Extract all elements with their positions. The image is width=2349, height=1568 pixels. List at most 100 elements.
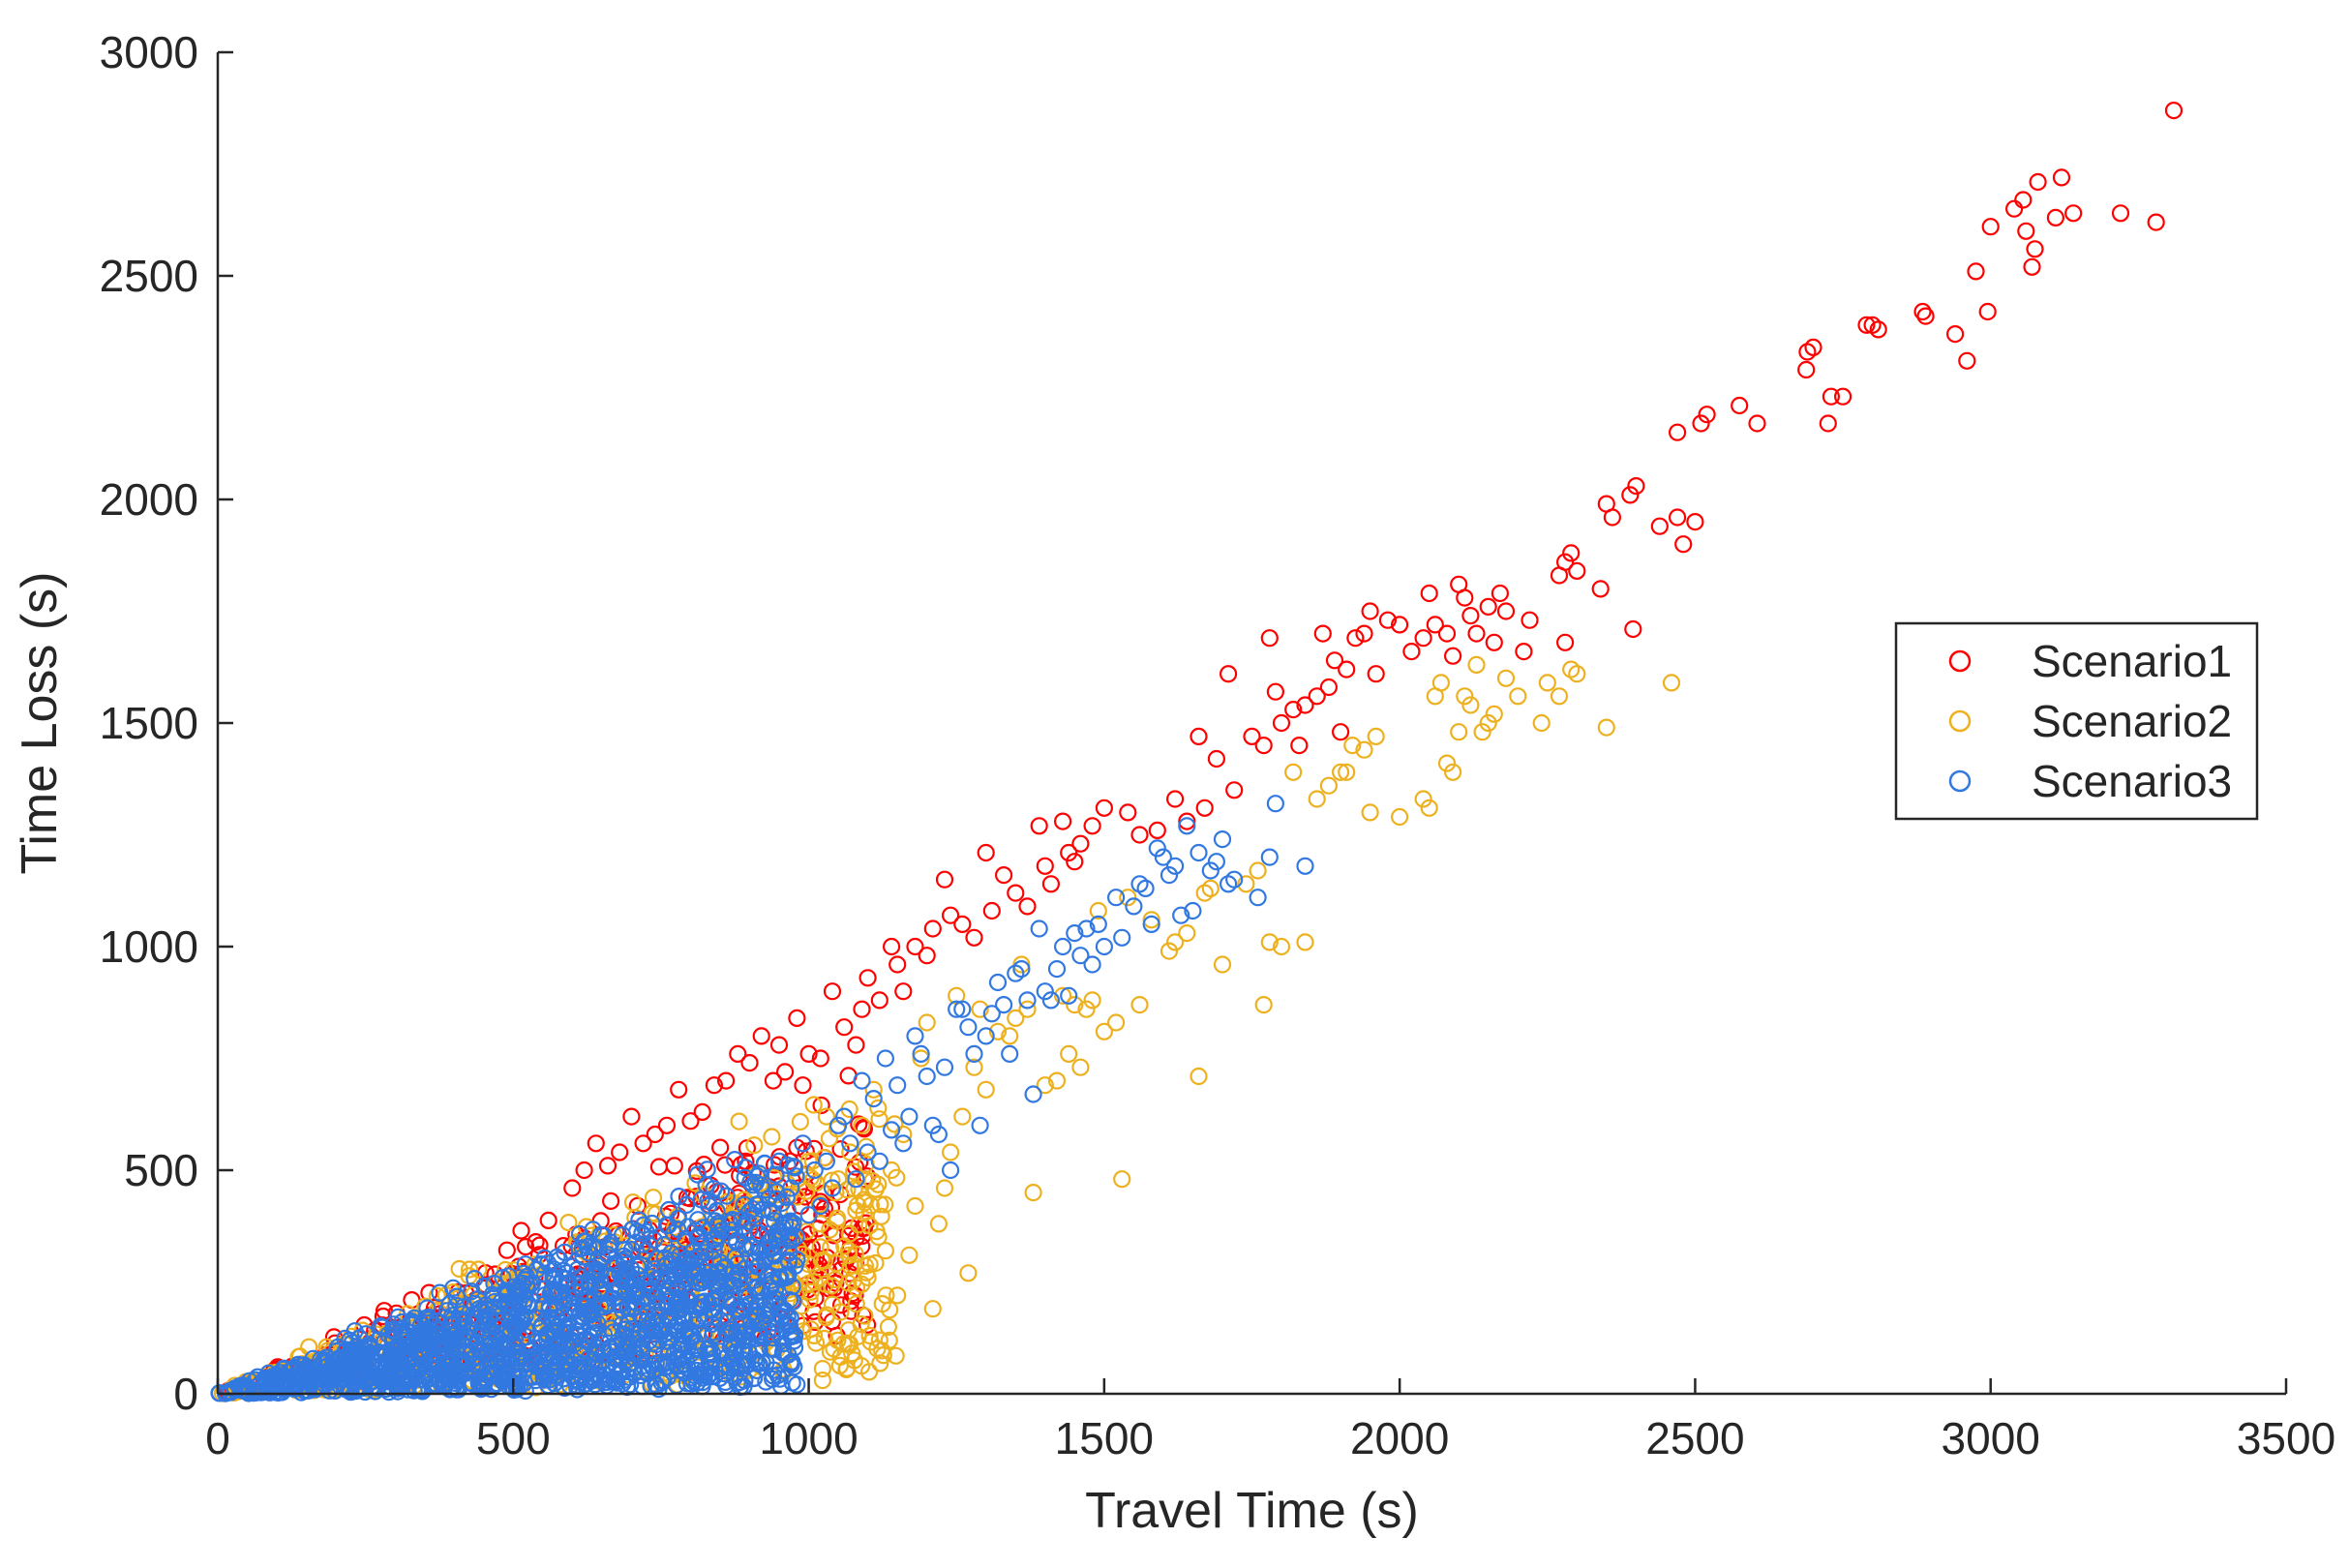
data-point: [906, 1196, 924, 1216]
data-point: [634, 1216, 652, 1234]
data-point: [686, 1332, 705, 1351]
data-point: [1106, 1013, 1126, 1032]
data-point: [864, 1089, 883, 1108]
data-point: [1130, 995, 1149, 1014]
data-point: [641, 1236, 659, 1255]
data-point: [608, 1357, 626, 1376]
data-point: [877, 1286, 895, 1305]
data-point: [1319, 678, 1339, 697]
data-point: [750, 1341, 768, 1359]
data-point: [1266, 795, 1285, 813]
data-point: [1142, 915, 1160, 934]
data-point: [1426, 616, 1444, 634]
data-point: [1030, 817, 1048, 835]
data-point: [554, 1268, 572, 1287]
data-point: [1095, 799, 1114, 817]
legend: Scenario1 Scenario2 Scenario3: [1894, 621, 2259, 821]
data-point: [704, 1350, 722, 1369]
data-point: [1178, 812, 1196, 830]
data-point: [1249, 889, 1267, 907]
data-point: [858, 1268, 877, 1287]
data-point: [1066, 853, 1084, 871]
data-point: [1213, 829, 1232, 849]
data-point: [888, 1076, 907, 1095]
data-point: [678, 1195, 696, 1215]
data-point: [655, 1325, 675, 1343]
data-point: [1207, 749, 1226, 769]
data-point: [843, 1284, 861, 1303]
data-point: [1668, 423, 1687, 441]
data-point: [853, 1000, 871, 1018]
data-point: [755, 1261, 773, 1280]
data-point: [472, 1373, 491, 1392]
data-point: [518, 1275, 536, 1294]
y-tick-label: 1500: [100, 698, 198, 748]
data-point: [678, 1292, 697, 1311]
data-point: [2111, 204, 2130, 223]
data-point: [716, 1257, 735, 1276]
data-point: [882, 937, 901, 956]
data-point: [953, 1107, 972, 1126]
data-point: [678, 1251, 697, 1269]
data-point: [1047, 1071, 1067, 1090]
data-point: [643, 1356, 661, 1374]
data-point: [882, 1121, 901, 1139]
data-point: [1083, 817, 1101, 835]
data-point: [487, 1312, 506, 1330]
data-point: [953, 915, 972, 934]
data-point: [948, 1000, 966, 1018]
x-tick-label: 3500: [2237, 1413, 2335, 1463]
data-point: [847, 1201, 865, 1220]
data-point: [1190, 727, 1208, 746]
data-point: [941, 906, 960, 924]
legend-box: [1894, 621, 2259, 821]
data-point: [1496, 602, 1516, 620]
data-point: [527, 1232, 545, 1251]
data-point: [858, 1315, 877, 1334]
data-point: [646, 1125, 664, 1144]
data-point: [870, 1331, 888, 1349]
data-point: [493, 1292, 511, 1311]
data-point: [1981, 218, 2000, 236]
data-point: [1346, 629, 1365, 648]
data-point: [1106, 889, 1126, 907]
data-point: [1077, 920, 1096, 938]
data-point: [1833, 387, 1852, 406]
data-point: [688, 1228, 707, 1248]
data-point: [1402, 642, 1421, 661]
x-tick-label: 0: [205, 1413, 230, 1463]
data-point: [599, 1236, 618, 1254]
data-point: [823, 982, 842, 1001]
data-point: [1450, 723, 1468, 741]
data-point: [988, 973, 1008, 992]
data-point: [850, 1180, 868, 1198]
data-point: [856, 1256, 875, 1276]
data-point: [1219, 875, 1238, 893]
data-point: [416, 1310, 435, 1328]
data-point: [1338, 660, 1356, 678]
data-point: [1071, 834, 1090, 853]
data-point: [563, 1179, 582, 1197]
data-point: [2046, 208, 2064, 226]
data-point: [1243, 727, 1261, 746]
data-point: [847, 1036, 865, 1054]
data-point: [389, 1308, 407, 1326]
data-point: [1254, 736, 1273, 755]
data-point: [1184, 901, 1202, 920]
data-point: [702, 1358, 720, 1377]
data-point: [1272, 713, 1291, 733]
data-point: [1978, 302, 1997, 321]
axes: 0 500 1000 1500 2000 2500 3000 3500 0 500 1000 1500…: [100, 27, 2336, 1463]
data-point: [634, 1134, 652, 1153]
data-point: [336, 1369, 354, 1387]
data-point: [512, 1221, 530, 1240]
data-point: [476, 1344, 495, 1363]
data-point: [1479, 597, 1497, 617]
data-point: [745, 1136, 764, 1155]
data-point: [602, 1342, 620, 1361]
data-point: [1331, 763, 1350, 781]
data-point: [446, 1365, 465, 1383]
data-point: [783, 1352, 801, 1372]
data-point: [604, 1323, 622, 1342]
